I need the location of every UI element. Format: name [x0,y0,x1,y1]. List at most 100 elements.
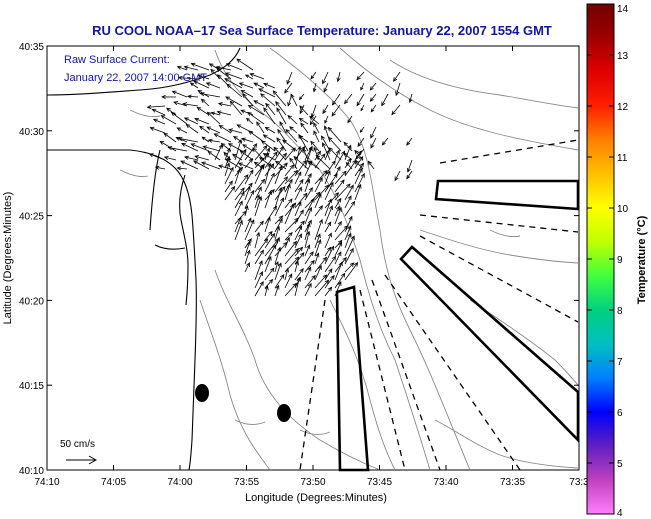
current-vector [393,71,401,82]
current-vector [274,197,284,217]
current-vector [344,215,353,233]
current-vector [381,137,389,146]
current-vector [334,179,345,193]
current-vector [344,157,352,169]
current-vector [381,93,389,107]
bathymetry-contour [199,299,271,471]
coastline-segment [46,149,197,471]
current-vector [176,166,188,171]
current-vector [304,187,313,201]
current-vector [264,267,275,281]
coastline-segment [149,149,161,231]
current-vector [274,246,282,265]
current-vector [253,82,265,89]
current-vector [254,260,263,281]
y-axis-label: Latitude (Degrees:Minutes) [2,192,14,325]
bathymetry-contour [329,299,396,471]
current-vector [160,115,177,125]
current-vector [314,205,323,217]
current-vector [344,232,352,249]
current-vector [294,178,304,193]
current-vector [229,100,243,116]
current-vector [324,160,336,177]
current-vector [294,220,305,233]
current-vector [344,225,352,241]
current-vector [265,102,276,116]
current-vector [354,183,362,201]
current-vector [210,111,221,116]
current-vector [406,137,413,146]
map-frame [46,45,580,471]
x-axis-ticks: 74:10 74:05 74:00 73:55 73:50 73:45 73:40 73:35… [34,46,589,488]
current-vector [344,247,354,265]
current-vector [286,71,293,85]
current-vector [294,145,306,161]
current-vector [369,93,377,102]
current-vector [314,218,323,241]
current-vector [264,172,275,193]
current-vector [244,186,251,201]
current-vector [274,165,283,185]
current-vector [300,122,309,134]
current-vector [274,162,288,177]
current-vector [304,160,313,177]
current-vector [334,281,342,297]
current-vector [344,195,352,209]
current-vector [199,125,210,134]
current-vector [324,149,330,161]
current-vector [304,244,311,257]
current-vector [224,78,243,89]
current-vector [344,261,359,281]
map-title: RU COOL NOAA–17 Sea Surface Temperature:… [92,23,552,38]
current-vector [323,82,329,93]
current-vector [314,238,322,257]
current-vector [193,80,210,89]
scale-arrow-label: 50 cm/s [60,439,95,450]
current-vector [226,83,243,98]
current-vector [274,186,283,209]
current-vector [163,132,177,143]
current-vector [244,169,254,185]
current-vector [254,238,269,257]
current-vector [234,200,243,217]
current-vector [206,111,221,125]
current-vector [314,150,321,161]
x-tick-label: 73:50 [300,477,325,488]
current-vector [254,249,264,265]
colorbar-tick-label: 6 [617,408,623,419]
y-tick-label: 40:15 [19,381,44,392]
current-vector [294,192,308,209]
current-vector [334,206,342,225]
current-vector [259,157,276,170]
current-vector [227,143,243,152]
current-vector [313,130,320,143]
current-vector [260,140,276,152]
current-vector [304,219,312,233]
current-vector [334,251,342,265]
beam-outline [335,285,370,472]
current-vector [274,274,285,289]
current-vector [247,104,265,116]
current-vector [304,282,312,297]
current-vector [254,194,261,209]
current-vector [273,146,287,161]
data-mask-blob [195,384,209,402]
current-vector [264,238,279,257]
range-line [419,214,579,233]
bathymetry-contour [469,299,579,386]
current-vector [314,169,328,185]
current-vector [287,114,298,125]
current-vector [394,170,401,182]
current-vector [391,104,401,116]
current-vector [264,163,275,177]
current-vector [264,216,271,233]
scale-arrowhead [88,455,98,465]
current-vector [213,133,232,143]
current-vector [304,259,315,273]
current-vector [200,98,210,107]
current-vector [370,104,377,113]
current-vector [274,160,287,170]
colorbar-tick-label: 7 [617,357,623,368]
current-vector [234,174,249,193]
current-vector [205,82,221,89]
